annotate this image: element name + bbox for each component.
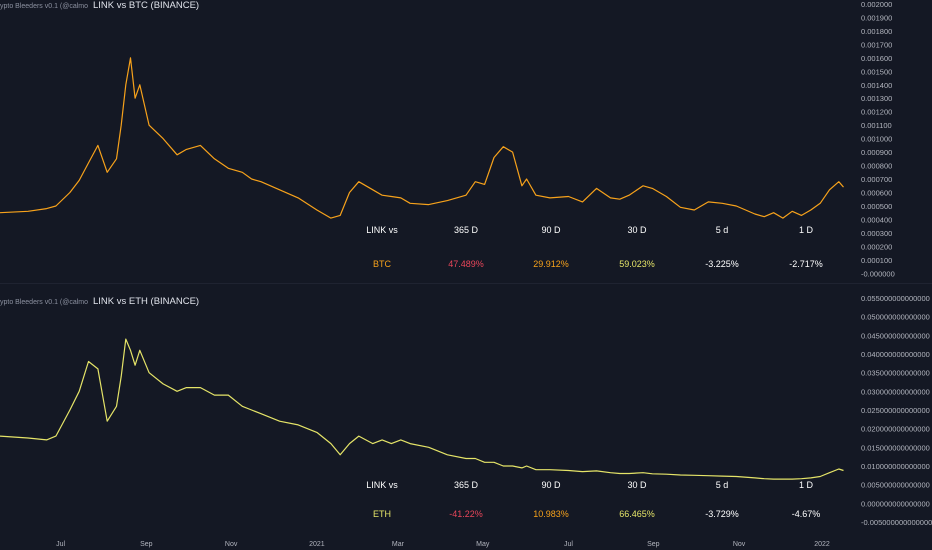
y-tick-label: 0.001100 [861,121,892,130]
y-tick-label: -0.000000 [861,269,895,278]
x-tick-label: Mar [392,541,405,548]
table-row-label: ETH [373,509,391,519]
table-value-cell: -3.729% [705,509,739,519]
y-tick-label: 0.000200 [861,242,892,251]
table-value-cell: -4.67% [792,509,821,519]
x-tick-label: Nov [733,541,746,548]
y-tick-label: -0.005000000000000 [861,518,932,527]
y-tick-label: 0.001300 [861,94,892,103]
y-tick-label: 0.000700 [861,175,892,184]
table-header-cell: 1 D [799,480,814,490]
y-tick-label: 0.010000000000000 [861,462,930,471]
x-tick-label: Sep [140,541,153,548]
table-value-cell: 29.912% [533,259,569,269]
eth-chart[interactable]: 0.055000000000000 0.050000000000000 0.0450… [0,294,932,532]
y-tick-label: 0.000900 [861,148,892,157]
table-header-cell: 1 D [799,225,814,235]
y-tick-label: 0.001600 [861,54,892,63]
y-tick-label: 0.001200 [861,108,892,117]
table-header-cell: 365 D [454,225,479,235]
pane-separator[interactable] [0,283,932,297]
table-header-cell: 5 d [716,225,729,235]
table-header-cell: 30 D [627,225,647,235]
table-value-cell: 66.465% [619,509,655,519]
symbol-title: LINK vs BTC (BINANCE) [93,0,200,11]
eth-pane-title: ypto Bleeders v0.1 (@calmo LINK vs ETH (… [0,296,199,307]
x-tick-label: Nov [225,541,238,548]
btc-pane-title: ypto Bleeders v0.1 (@calmo LINK vs BTC (… [0,0,199,11]
x-tick-label: 2021 [309,541,325,548]
table-value-cell: 10.983% [533,509,569,519]
y-tick-label: 0.040000000000000 [861,350,930,359]
time-axis[interactable]: Jul Sep Nov 2021 Mar May Jul Sep Nov 2022 [0,536,932,550]
table-header-cell: 365 D [454,480,479,490]
indicator-label: ypto Bleeders v0.1 (@calmo [0,3,89,10]
table-header-cell: 90 D [541,225,561,235]
symbol-title: LINK vs ETH (BINANCE) [93,296,200,307]
table-header-cell: LINK vs [366,225,398,235]
y-tick-label: 0.030000000000000 [861,387,930,396]
y-tick-label: 0.000300 [861,229,892,238]
table-value-cell: 47.489% [448,259,484,269]
x-tick-label: Sep [647,541,660,548]
y-tick-label: 0.025000000000000 [861,406,930,415]
table-row-label: BTC [373,259,392,269]
x-tick-label: 2022 [814,541,830,548]
x-tick-label: Jul [564,541,573,548]
y-tick-label: 0.015000000000000 [861,443,930,452]
y-tick-label: 0.001000 [861,135,892,144]
table-value-cell: -2.717% [789,259,823,269]
y-tick-label: 0.005000000000000 [861,481,930,490]
y-tick-label: 0.001400 [861,81,892,90]
y-tick-label: 0.045000000000000 [861,331,930,340]
btc-price-line [0,57,844,219]
y-tick-label: 0.000500 [861,202,892,211]
y-tick-label: 0.001800 [861,27,892,36]
y-tick-label: 0.002000 [861,0,892,9]
table-value-cell: 59.023% [619,259,655,269]
y-tick-label: 0.001700 [861,40,892,49]
table-header-cell: 30 D [627,480,647,490]
y-tick-label: 0.001900 [861,13,892,22]
y-tick-label: 0.055000000000000 [861,294,930,303]
y-tick-label: 0.000400 [861,215,892,224]
x-tick-label: May [476,541,490,548]
x-tick-label: Jul [56,541,65,548]
y-tick-label: 0.000800 [861,162,892,171]
table-value-cell: -41.22% [449,509,483,519]
indicator-label: ypto Bleeders v0.1 (@calmo [0,299,89,306]
y-tick-label: 0.000000000000000 [861,499,930,508]
y-tick-label: 0.000100 [861,256,892,265]
y-tick-label: 0.050000000000000 [861,313,930,322]
y-tick-label: 0.001500 [861,67,892,76]
y-tick-label: 0.020000000000000 [861,425,930,434]
y-tick-label: 0.035000000000000 [861,369,930,378]
btc-chart[interactable]: 0.002000 0.001900 0.001800 0.001700 0.001600… [0,0,932,283]
table-header-cell: 90 D [541,480,561,490]
eth-price-line [0,338,844,480]
table-header-cell: 5 d [716,480,729,490]
eth-pane[interactable]: 0.055000000000000 0.050000000000000 0.0450… [0,294,932,532]
table-value-cell: -3.225% [705,259,739,269]
btc-pane[interactable]: 0.002000 0.001900 0.001800 0.001700 0.001600… [0,0,932,283]
y-tick-label: 0.000600 [861,188,892,197]
table-header-cell: LINK vs [366,480,398,490]
